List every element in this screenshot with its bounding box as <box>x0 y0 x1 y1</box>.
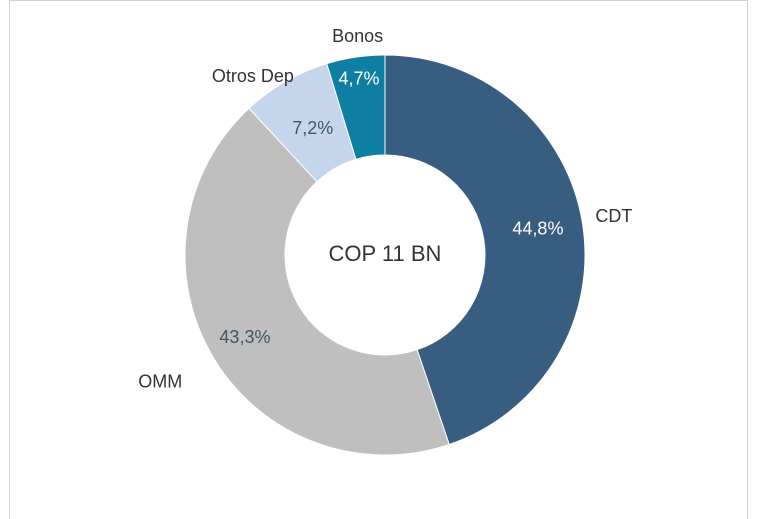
slice <box>384 54 586 446</box>
center-label: COP 11 BN <box>329 241 442 266</box>
chart-border <box>9 0 748 519</box>
slice <box>184 107 450 456</box>
value-label: 43,3% <box>219 327 270 347</box>
value-label: 7,2% <box>292 118 333 138</box>
category-label: CDT <box>595 206 632 226</box>
category-label: OMM <box>138 372 182 392</box>
slice <box>326 54 386 160</box>
value-label: 4,7% <box>338 69 379 89</box>
category-label: Bonos <box>332 26 383 46</box>
value-label: 44,8% <box>512 219 563 239</box>
category-label: Otros Dep <box>212 66 294 86</box>
